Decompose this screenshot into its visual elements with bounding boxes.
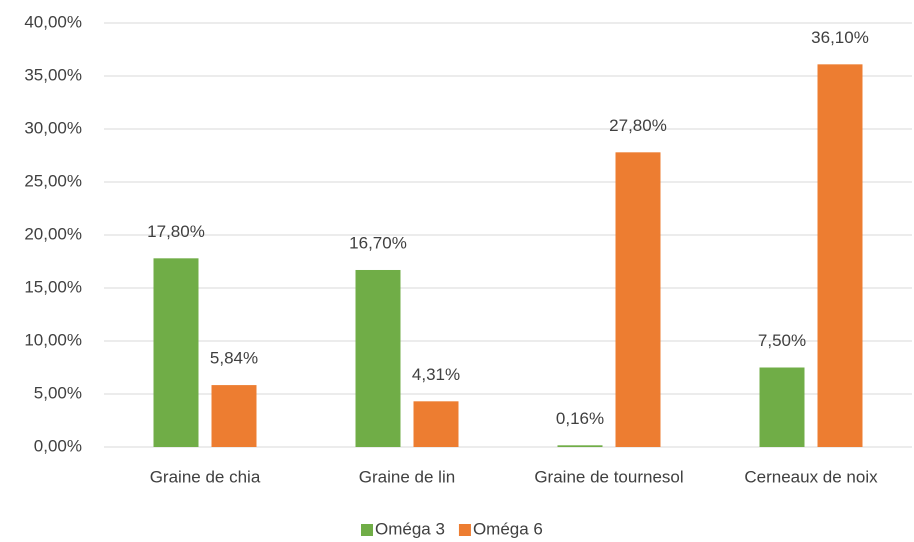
x-tick-label: Cerneaux de noix xyxy=(744,467,878,486)
data-label: 5,84% xyxy=(210,349,258,368)
bar xyxy=(413,401,459,447)
x-tick-label: Graine de lin xyxy=(359,467,455,486)
bar xyxy=(759,367,805,447)
y-tick-label: 25,00% xyxy=(24,171,82,190)
legend-label: Oméga 6 xyxy=(473,519,543,538)
data-label: 16,70% xyxy=(349,233,407,252)
y-tick-label: 20,00% xyxy=(24,224,82,243)
legend-swatch xyxy=(361,524,373,536)
y-tick-label: 30,00% xyxy=(24,118,82,137)
bar xyxy=(615,152,661,447)
bar xyxy=(355,269,401,447)
data-label: 4,31% xyxy=(412,365,460,384)
bar xyxy=(211,385,257,447)
x-tick-label: Graine de tournesol xyxy=(534,467,683,486)
data-label: 27,80% xyxy=(609,116,667,135)
y-tick-label: 15,00% xyxy=(24,277,82,296)
y-tick-label: 5,00% xyxy=(34,383,82,402)
y-tick-label: 40,00% xyxy=(24,12,82,31)
data-label: 7,50% xyxy=(758,331,806,350)
data-label: 0,16% xyxy=(556,409,604,428)
data-label: 36,10% xyxy=(811,28,869,47)
x-tick-label: Graine de chia xyxy=(150,467,261,486)
legend-label: Oméga 3 xyxy=(375,519,445,538)
data-label: 17,80% xyxy=(147,222,205,241)
bar xyxy=(817,64,863,447)
legend-swatch xyxy=(458,524,471,536)
y-tick-label: 10,00% xyxy=(24,330,82,349)
y-tick-label: 35,00% xyxy=(24,65,82,84)
bar xyxy=(557,445,603,447)
y-tick-label: 0,00% xyxy=(34,436,82,455)
bar xyxy=(153,258,199,447)
